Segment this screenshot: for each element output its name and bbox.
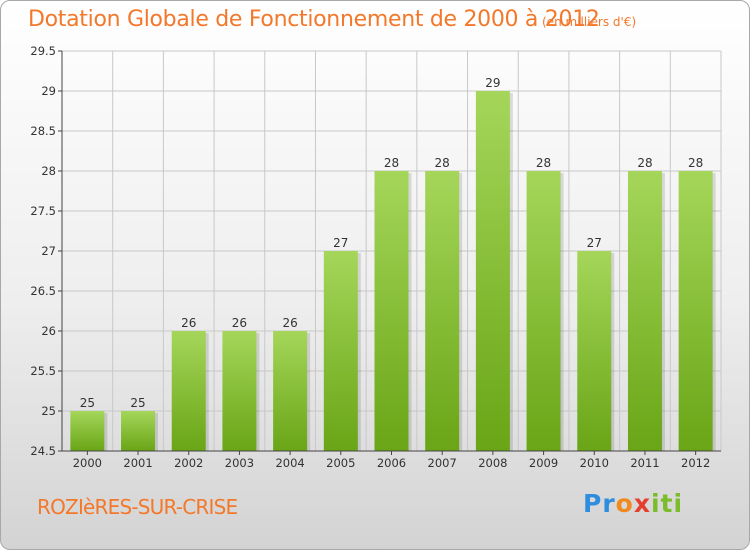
data-label: 26: [232, 316, 247, 330]
bar: [678, 171, 713, 451]
y-tick-label: 26.5: [30, 284, 56, 298]
logo-part: x: [633, 489, 651, 518]
bar: [577, 251, 612, 451]
bar: [425, 171, 460, 451]
proxiti-logo[interactable]: Proxiti: [583, 489, 683, 518]
data-label: 28: [435, 156, 450, 170]
y-tick-label: 29: [41, 84, 56, 98]
x-tick-label: 2008: [478, 456, 507, 470]
x-tick-label: 2002: [174, 456, 203, 470]
x-tick-label: 2001: [123, 456, 152, 470]
bar: [627, 171, 662, 451]
logo-part: iti: [650, 489, 684, 518]
y-tick-label: 25: [41, 404, 56, 418]
bar: [121, 411, 156, 451]
y-tick-label: 29.5: [30, 44, 56, 58]
bar: [273, 331, 308, 451]
data-label: 28: [384, 156, 399, 170]
bar: [374, 171, 409, 451]
bar: [222, 331, 257, 451]
unit-label: (en milliers d'€): [542, 15, 637, 29]
logo-part: o: [615, 489, 634, 518]
x-tick-label: 2012: [681, 456, 710, 470]
logo-part: Pr: [583, 489, 616, 518]
x-tick-label: 2000: [73, 456, 102, 470]
data-label: 28: [536, 156, 551, 170]
data-label: 25: [130, 396, 145, 410]
x-tick-label: 2009: [529, 456, 558, 470]
axes: [58, 50, 721, 455]
y-tick-label: 26: [41, 324, 56, 338]
bar: [70, 411, 105, 451]
bar: [526, 171, 561, 451]
y-tick-label: 27: [41, 244, 56, 258]
bar: [475, 91, 510, 451]
y-tick-label: 25.5: [30, 364, 56, 378]
x-tick-label: 2010: [580, 456, 609, 470]
x-tick-label: 2004: [275, 456, 304, 470]
data-label: 29: [485, 76, 500, 90]
x-tick-label: 2005: [326, 456, 355, 470]
x-tick-label: 2003: [225, 456, 254, 470]
y-tick-label: 24.5: [30, 444, 56, 458]
y-tick-label: 27.5: [30, 204, 56, 218]
data-label: 26: [181, 316, 196, 330]
bar: [323, 251, 358, 451]
data-label: 25: [80, 396, 95, 410]
x-tick-label: 2011: [630, 456, 659, 470]
x-tick-label: 2007: [428, 456, 457, 470]
data-label: 26: [282, 316, 297, 330]
chart-title: Dotation Globale de Fonctionnement de 20…: [28, 7, 600, 32]
x-tick-label: 2006: [377, 456, 406, 470]
data-label: 27: [333, 236, 348, 250]
bars: [70, 91, 716, 451]
data-label: 27: [587, 236, 602, 250]
bar: [171, 331, 206, 451]
commune-name: ROZIèRES-SUR-CRISE: [37, 495, 238, 519]
y-tick-label: 28: [41, 164, 56, 178]
labels: 24.5 25 25.5 26 26.5 27 27.5 28 28.5 29 29.5 25 2000…: [30, 44, 710, 470]
data-label: 28: [688, 156, 703, 170]
y-tick-label: 28.5: [30, 124, 56, 138]
data-label: 28: [637, 156, 652, 170]
